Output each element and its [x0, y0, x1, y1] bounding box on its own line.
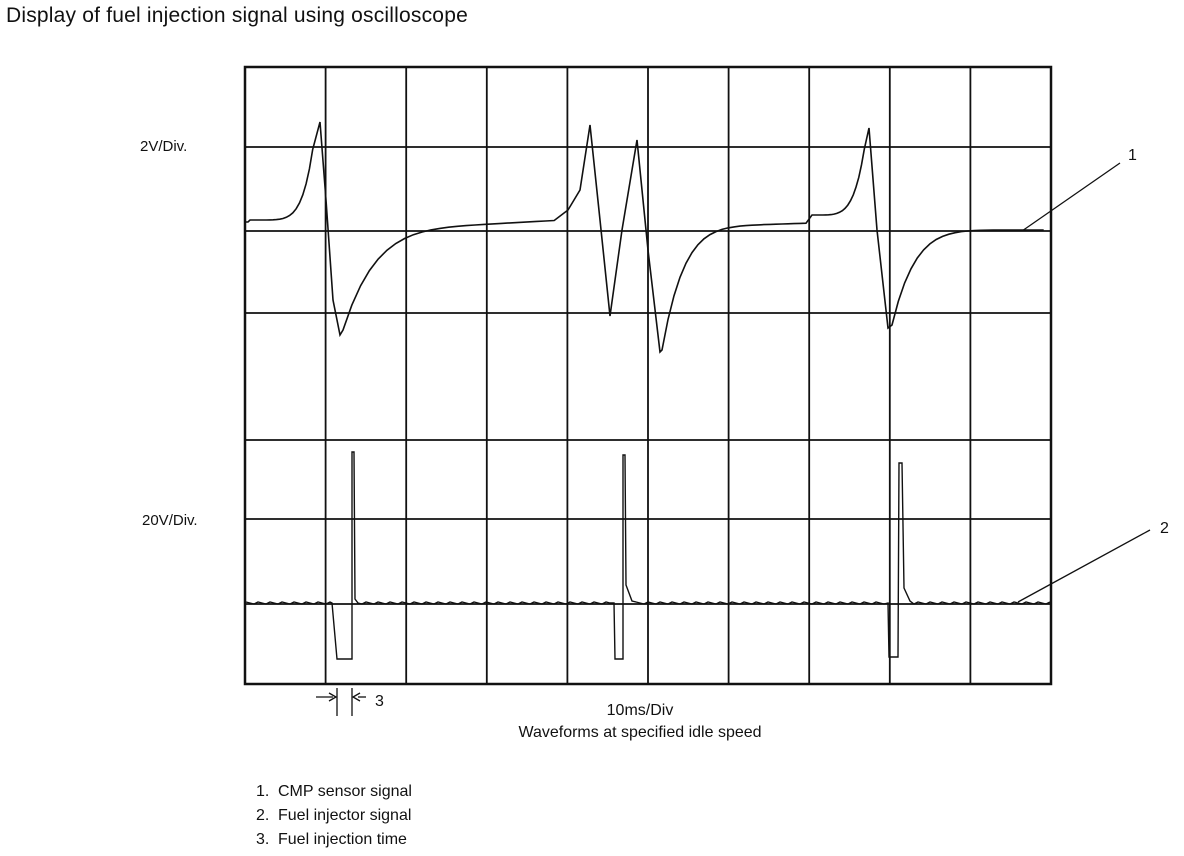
legend: 1. CMP sensor signal 2. Fuel injector sign… — [256, 780, 412, 852]
fuel-injector-waveform — [245, 451, 1051, 660]
legend-item: 1. CMP sensor signal — [256, 780, 412, 804]
callout-3-label: 3 — [375, 693, 384, 710]
legend-number: 2. — [256, 807, 270, 824]
scope-grid — [243, 65, 1053, 686]
callout-1-label: 1 — [1128, 147, 1137, 164]
legend-item: 3. Fuel injection time — [256, 828, 412, 852]
page-title: Display of fuel injection signal using o… — [6, 4, 468, 27]
arrowhead — [328, 692, 338, 702]
lower-scale-label: 20V/Div. — [142, 512, 198, 529]
legend-text: Fuel injector signal — [278, 807, 412, 824]
callout-1-leader — [1021, 162, 1121, 232]
cmp-sensor-waveform — [246, 121, 1044, 354]
callout-leaders — [316, 162, 1151, 716]
legend-number: 3. — [256, 831, 270, 848]
time-scale-label: 10ms/Div — [606, 702, 674, 719]
callout-2-leader — [1017, 529, 1151, 603]
legend-item: 2. Fuel injector signal — [256, 804, 412, 828]
legend-number: 1. — [256, 783, 270, 800]
legend-text: CMP sensor signal — [278, 783, 412, 800]
callout-2-label: 2 — [1160, 520, 1169, 537]
arrowhead — [351, 692, 361, 702]
waveform-caption: Waveforms at specified idle speed — [518, 724, 762, 741]
legend-text: Fuel injection time — [278, 831, 407, 848]
upper-scale-label: 2V/Div. — [140, 138, 188, 155]
